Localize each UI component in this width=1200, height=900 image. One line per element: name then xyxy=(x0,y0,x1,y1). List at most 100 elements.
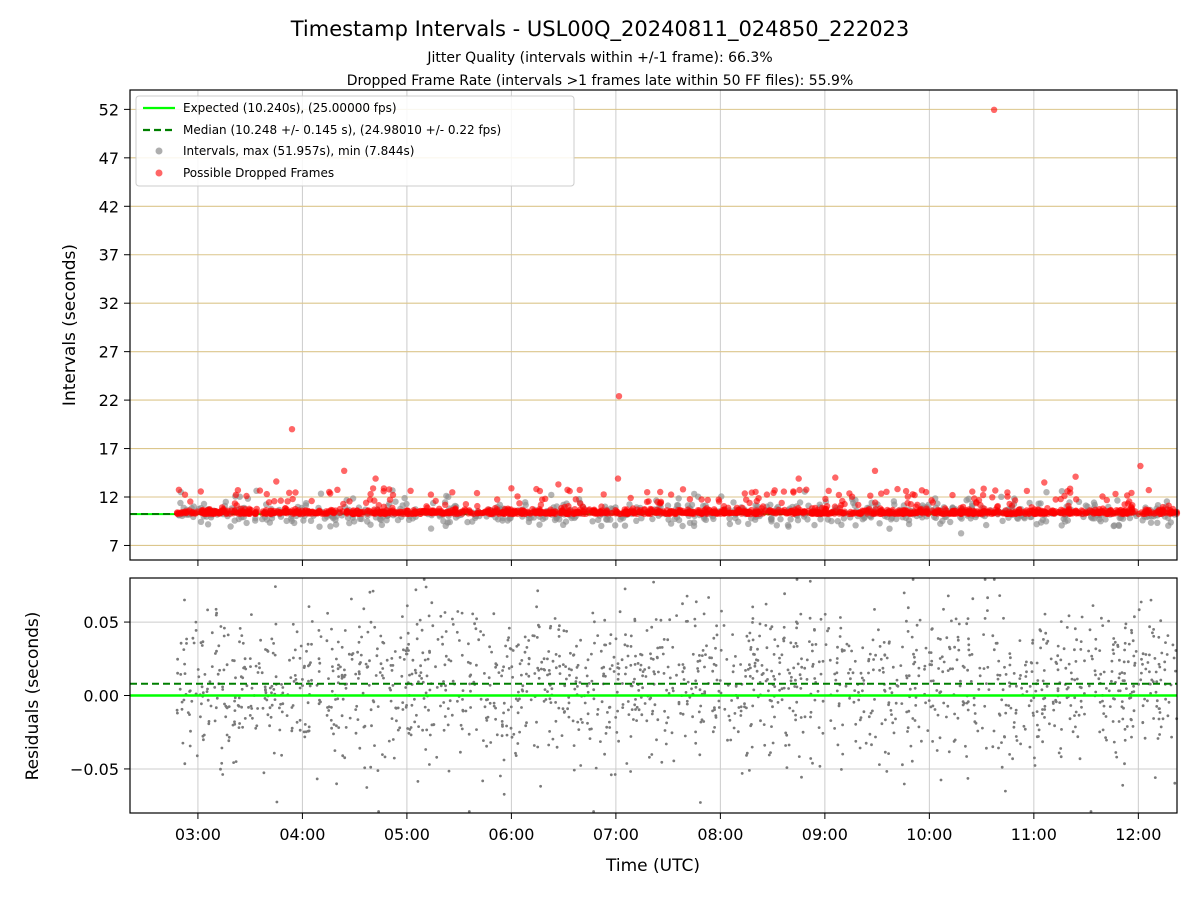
interval-point xyxy=(1091,515,1098,522)
dropped-frame-point xyxy=(173,510,181,517)
dropped-frame-point xyxy=(536,487,544,495)
residual-point xyxy=(849,677,852,681)
interval-point xyxy=(852,522,859,529)
residual-point xyxy=(973,712,977,715)
residual-point xyxy=(887,752,890,755)
dropped-frame-point xyxy=(847,508,854,516)
residual-point xyxy=(1059,747,1063,750)
residual-point xyxy=(1008,753,1011,756)
residual-point xyxy=(794,641,798,645)
residual-point xyxy=(362,725,366,729)
residual-point xyxy=(1019,674,1022,677)
residual-point xyxy=(298,686,302,690)
residual-point xyxy=(260,671,264,675)
residual-point xyxy=(548,672,552,676)
residual-point xyxy=(1056,654,1060,658)
dropped-frame-point xyxy=(448,509,456,516)
residual-point xyxy=(675,614,678,617)
dropped-frame-point xyxy=(343,509,350,516)
residual-point xyxy=(1161,717,1165,721)
residual-point xyxy=(591,611,595,615)
interval-point xyxy=(403,500,410,508)
residual-point xyxy=(219,767,222,771)
dropped-frame-point xyxy=(566,487,573,495)
residual-point xyxy=(536,589,540,593)
residual-point xyxy=(572,744,576,747)
top-panel-points xyxy=(173,106,1181,537)
residual-point xyxy=(1101,699,1104,703)
residual-point xyxy=(890,691,894,695)
residual-point xyxy=(533,672,537,675)
residual-point xyxy=(428,763,431,766)
interval-point xyxy=(752,516,759,523)
residual-point xyxy=(885,656,889,660)
residual-point xyxy=(340,645,344,649)
residual-point xyxy=(409,733,413,737)
dropped-frame-outlier xyxy=(341,467,348,474)
residual-point xyxy=(254,726,258,730)
residual-point xyxy=(558,654,561,658)
residual-point xyxy=(553,617,557,620)
residual-point xyxy=(624,666,628,669)
dropped-frame-point xyxy=(284,498,291,505)
residual-point xyxy=(424,691,428,695)
residual-point xyxy=(1112,740,1116,744)
residual-point xyxy=(442,680,445,683)
residual-point xyxy=(783,592,786,596)
residual-point xyxy=(651,709,655,713)
residual-point xyxy=(703,665,706,669)
residual-point xyxy=(826,629,829,633)
residual-point xyxy=(579,638,582,642)
residual-point xyxy=(749,646,753,649)
residual-point xyxy=(1012,721,1016,724)
dropped-frame-point xyxy=(474,502,481,510)
residual-point xyxy=(800,665,804,669)
residual-point xyxy=(936,713,940,717)
residual-point xyxy=(599,740,602,743)
residual-point xyxy=(808,616,812,620)
residual-point xyxy=(566,707,569,711)
residual-point xyxy=(373,625,377,629)
dropped-frame-point xyxy=(369,485,377,492)
residual-point xyxy=(833,727,836,730)
interval-point xyxy=(259,515,266,523)
interval-point xyxy=(787,516,794,523)
dropped-frame-point xyxy=(1006,500,1013,508)
residual-point xyxy=(966,668,969,672)
residual-point xyxy=(250,613,253,616)
residual-point xyxy=(918,618,922,622)
dropped-frame-point xyxy=(989,494,996,501)
residual-point xyxy=(608,705,612,709)
residual-point xyxy=(401,615,404,618)
residual-point xyxy=(431,624,435,628)
residual-point xyxy=(1058,701,1062,704)
residual-point xyxy=(907,674,911,678)
residual-point xyxy=(612,670,616,673)
residual-point xyxy=(570,668,573,672)
residual-point xyxy=(572,653,576,657)
residual-point xyxy=(557,628,561,631)
interval-point xyxy=(1147,519,1155,526)
residual-point xyxy=(873,608,876,611)
dropped-frame-point xyxy=(837,509,844,516)
residual-point xyxy=(790,675,793,679)
residual-point xyxy=(468,682,472,686)
residual-point xyxy=(1030,670,1034,673)
dropped-frame-point xyxy=(715,498,723,505)
dropped-frame-point xyxy=(855,501,862,509)
interval-point xyxy=(983,521,990,529)
interval-point xyxy=(824,516,832,523)
dropped-frame-point xyxy=(576,486,583,494)
residual-point xyxy=(782,686,786,690)
residual-point xyxy=(461,689,465,692)
top-y-tick-label: 12 xyxy=(99,488,119,507)
residual-point xyxy=(1094,690,1098,694)
residual-point xyxy=(1043,696,1047,700)
residual-point xyxy=(751,704,755,708)
residual-point xyxy=(1042,638,1045,641)
residual-point xyxy=(861,689,864,693)
interval-point xyxy=(392,498,399,505)
residual-point xyxy=(702,720,706,723)
residual-point xyxy=(1001,688,1005,692)
dropped-frame-point xyxy=(872,499,879,506)
